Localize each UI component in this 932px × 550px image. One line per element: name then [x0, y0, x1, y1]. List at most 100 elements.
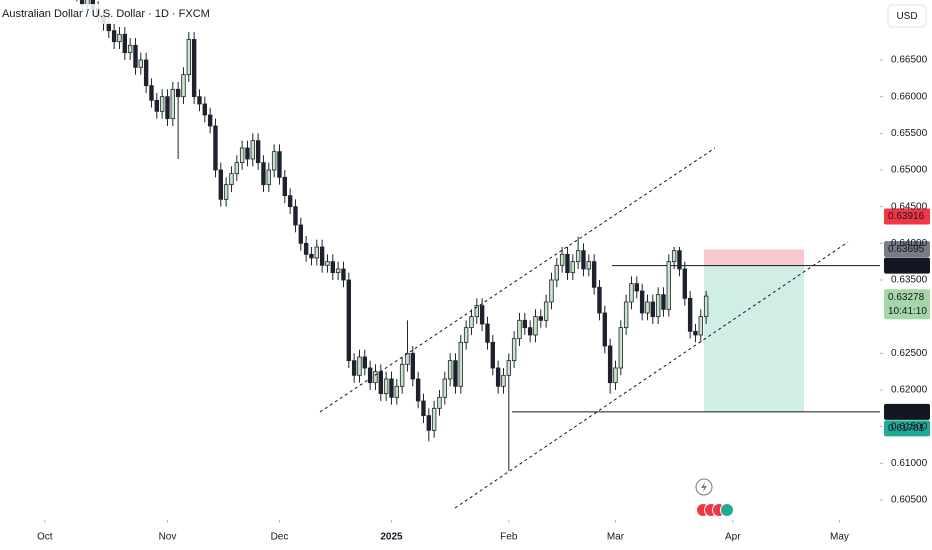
- candle-body: [229, 173, 234, 186]
- event-flag[interactable]: [720, 503, 734, 517]
- candle-body: [143, 59, 149, 87]
- candle-body: [501, 374, 506, 387]
- price-label: 0.63695: [888, 244, 925, 255]
- candle-body: [559, 253, 565, 266]
- currency-label[interactable]: USD: [896, 11, 917, 22]
- x-tick-label: Apr: [725, 532, 741, 543]
- candle-body: [207, 114, 213, 127]
- candle-body: [549, 279, 554, 303]
- candle-body: [634, 283, 639, 292]
- candle-body: [309, 253, 314, 259]
- candle-body: [133, 44, 138, 68]
- x-tick-label: Nov: [159, 532, 177, 543]
- price-axis: [880, 0, 932, 550]
- price-label-box: [884, 257, 930, 274]
- candle-body: [383, 378, 389, 395]
- y-tick-label: 0.65500: [891, 128, 928, 139]
- candle-body: [682, 268, 687, 299]
- candle-body: [298, 224, 303, 244]
- currency-button[interactable]: [887, 4, 927, 28]
- candle-body: [250, 140, 255, 160]
- candle-body: [277, 151, 282, 178]
- candle-body: [421, 400, 426, 417]
- candle-body: [111, 30, 117, 43]
- x-tick-label: May: [830, 532, 849, 543]
- candle-body: [522, 319, 527, 329]
- candle-body: [447, 360, 453, 380]
- candle-body: [335, 268, 341, 274]
- candle-body: [591, 261, 597, 288]
- candle-body: [511, 338, 517, 362]
- candle-body: [474, 305, 479, 318]
- candle-body: [394, 385, 399, 398]
- candle-body: [282, 176, 287, 197]
- price-label: 0.63916: [888, 211, 925, 222]
- candle-body: [655, 294, 661, 318]
- price-label-box: [884, 403, 930, 420]
- candle-body: [453, 360, 458, 387]
- x-tick-label: Oct: [37, 532, 53, 543]
- candle-body: [415, 378, 421, 402]
- candle-body: [239, 147, 245, 164]
- price-labels: 0.63916 0.63695 0.63695 0.63278 10:41:10 0.61…: [884, 208, 930, 437]
- price-label: 0.61701: [888, 407, 925, 418]
- candle-body: [319, 246, 325, 266]
- candle-body: [677, 250, 682, 270]
- candle-body: [431, 407, 437, 431]
- candle-body: [234, 162, 239, 175]
- candle-body: [479, 305, 485, 325]
- candle-body: [181, 74, 186, 98]
- candle-body: [202, 103, 207, 116]
- candle-body: [565, 253, 570, 274]
- candle-body: [661, 294, 666, 310]
- candle-body: [314, 246, 319, 259]
- candle-body: [138, 59, 143, 68]
- y-tick-label: 0.61500: [891, 421, 928, 432]
- candle-body: [325, 261, 330, 266]
- candle-body: [293, 206, 298, 226]
- candle-body: [261, 162, 266, 186]
- candle-body: [442, 378, 447, 398]
- x-tick-label: Dec: [271, 532, 289, 543]
- y-tick-label: 0.60500: [891, 495, 928, 506]
- candle-body: [389, 378, 394, 398]
- event-icons: [695, 478, 734, 517]
- candle-body: [213, 125, 218, 171]
- candle-body: [197, 96, 202, 105]
- candle-body: [218, 169, 223, 200]
- y-tick-label: 0.64000: [891, 238, 928, 249]
- lightning-icon: [701, 482, 707, 492]
- time-axis: [0, 520, 880, 550]
- candle-body: [458, 341, 463, 387]
- candle-body: [223, 184, 229, 200]
- candle-body: [671, 250, 677, 263]
- candle-body: [159, 96, 165, 112]
- channel-upper: [319, 147, 716, 413]
- countdown-label: 10:41:10: [888, 306, 927, 317]
- candle-body: [175, 88, 181, 98]
- candle-body: [373, 371, 378, 384]
- candle-body: [165, 96, 170, 120]
- candle-body: [639, 290, 645, 314]
- candle-body: [586, 261, 591, 270]
- price-label: 0.63278: [888, 292, 925, 303]
- candle-body: [629, 283, 634, 303]
- chart-title: Australian Dollar / U.S. Dollar · 1D · F…: [2, 8, 210, 20]
- price-label-box: [884, 241, 930, 258]
- candle-body: [426, 415, 431, 431]
- candle-body: [357, 356, 362, 376]
- candle-body: [399, 363, 405, 387]
- candle-body: [117, 33, 122, 43]
- y-tick-label: 0.64500: [891, 201, 928, 212]
- candle-body: [351, 360, 357, 376]
- candle-body: [469, 316, 474, 329]
- price-label-box: [884, 289, 930, 320]
- candle-body: [255, 140, 261, 164]
- candle-body: [303, 242, 309, 255]
- y-tick-label: 0.63500: [891, 275, 928, 286]
- candle-body: [463, 327, 469, 343]
- candle-body: [517, 319, 522, 340]
- price-label: 0.61701: [888, 423, 925, 434]
- candle-body: [581, 250, 586, 270]
